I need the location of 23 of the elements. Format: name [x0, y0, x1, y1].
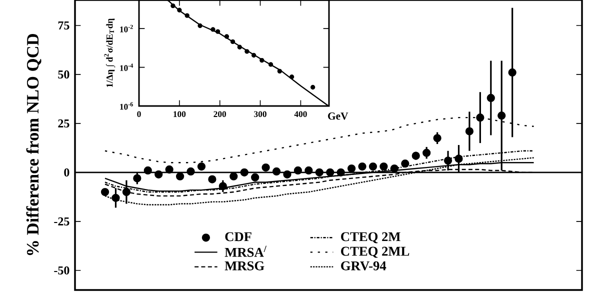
y-axis-title: 1/Δη ∫ d$^{2}$σ/dE$_{T}$dη: [104, 18, 116, 88]
y-tick-label: 10$^{-4}$: [120, 64, 134, 72]
y-tick-label: 0: [64, 168, 70, 176]
y-tick-label: 50: [58, 70, 70, 79]
x-tick-label: 0: [137, 111, 141, 118]
y-tick-label: 10$^{-6}$: [120, 102, 133, 110]
legend-label: MRSA$^{/}$: [224, 246, 267, 257]
legend-label: MRSG: [224, 261, 264, 270]
legend-label: CTEQ 2M: [341, 232, 400, 244]
x-axis-title: GeV: [328, 112, 348, 120]
y-axis-title: % Difference from NLO QCD: [26, 34, 42, 256]
legend-label: CTEQ 2ML: [341, 246, 410, 258]
x-tick-label: 100: [174, 111, 186, 118]
y-tick-label: 25: [58, 119, 70, 128]
y-tick-label: 75: [58, 21, 70, 30]
x-tick-label: 300: [254, 111, 266, 118]
legend-label: CDF: [225, 232, 252, 242]
x-tick-label: 200: [214, 111, 226, 118]
y-tick-label: -25: [54, 217, 70, 226]
y-tick-label: 10$^{-2}$: [120, 24, 133, 32]
y-tick-label: -50: [54, 266, 70, 274]
legend-label: GRV-94: [341, 261, 386, 270]
x-tick-label: 400: [294, 111, 307, 118]
